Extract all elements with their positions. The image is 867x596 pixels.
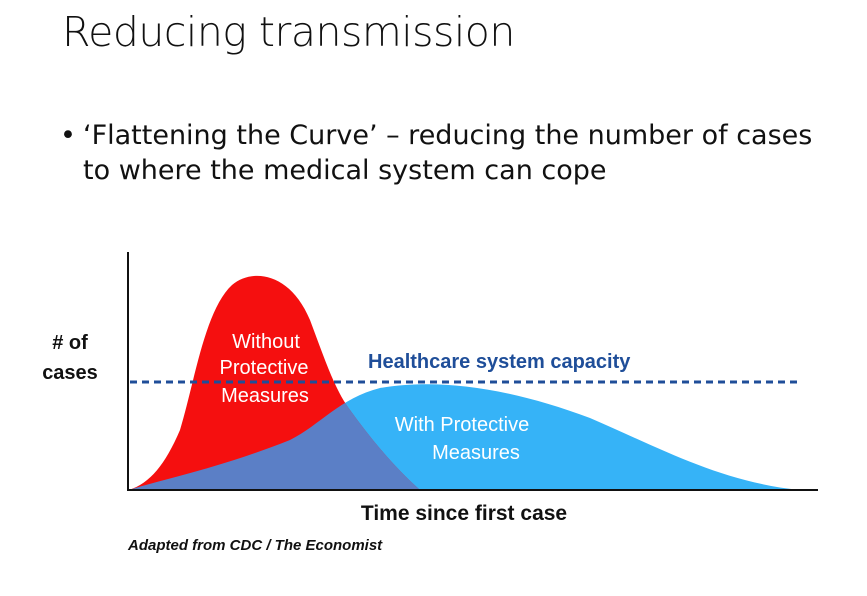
diagram-svg: Healthcare system capacity # of cases Wi… (42, 252, 818, 525)
without-measures-label-line3: Measures (221, 385, 309, 407)
source-credit: Adapted from CDC / The Economist (128, 537, 383, 554)
flatten-curve-diagram: Healthcare system capacity # of cases Wi… (0, 240, 867, 580)
without-measures-label-line1: Without (232, 331, 300, 353)
bullet-item: • ‘Flattening the Curve’ – reducing the … (60, 118, 820, 188)
y-axis-label-line1: # of (52, 332, 88, 354)
capacity-label: Healthcare system capacity (368, 351, 631, 373)
bullet-list: • ‘Flattening the Curve’ – reducing the … (60, 118, 820, 188)
x-axis-label: Time since first case (361, 502, 567, 525)
without-measures-label-line2: Protective (220, 357, 309, 379)
with-measures-label-line1: With Protective (395, 414, 529, 436)
slide-title: Reducing transmission (62, 8, 515, 56)
overlap-region (129, 384, 420, 490)
y-axis-label-line2: cases (42, 362, 98, 384)
bullet-text: ‘Flattening the Curve’ – reducing the nu… (83, 120, 813, 186)
with-measures-label-line2: Measures (432, 442, 520, 464)
bullet-dot-icon: • (60, 120, 76, 151)
